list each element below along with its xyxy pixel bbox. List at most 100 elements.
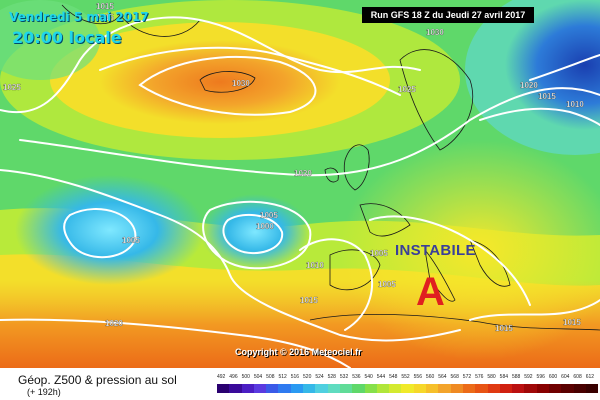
isobar-1000 xyxy=(222,213,284,255)
color-scale-swatch xyxy=(278,384,291,393)
color-scale-bar xyxy=(217,384,599,393)
color-scale-swatch xyxy=(549,384,562,393)
color-scale-value: 508 xyxy=(266,374,275,380)
isobar-label: 1010 xyxy=(306,261,324,270)
north-africa-coast xyxy=(309,313,600,331)
color-scale-value: 568 xyxy=(450,374,459,380)
color-scale-swatch xyxy=(512,384,525,393)
color-scale-swatch xyxy=(585,384,599,393)
isobar-1010-ne xyxy=(529,54,600,81)
color-scale-swatch xyxy=(462,384,476,393)
isobar-1015-ne xyxy=(479,107,600,126)
instability-annotation: INSTABILE xyxy=(395,242,476,259)
color-scale-value: 528 xyxy=(327,374,336,380)
isobar-1015-se xyxy=(469,299,600,321)
color-scale-swatch xyxy=(303,384,316,393)
color-scale-value: 600 xyxy=(548,374,558,380)
isobar-label: 1025 xyxy=(3,83,21,92)
legend-title: Géop. Z500 & pression au sol xyxy=(18,373,177,387)
central-cool-low xyxy=(200,194,310,270)
color-scale-swatch xyxy=(413,384,427,393)
color-scale-swatch xyxy=(364,384,377,393)
france-coast xyxy=(359,203,411,237)
isobar-label: 1030 xyxy=(426,28,444,37)
color-scale-value: 556 xyxy=(413,374,422,380)
color-scale-value: 492 xyxy=(217,374,226,380)
iberia-coast xyxy=(329,249,381,291)
color-scale-swatch xyxy=(438,384,451,393)
isobar-label: 1005 xyxy=(260,211,278,220)
isobar-label: 1000 xyxy=(256,222,274,231)
isobar-1005-east xyxy=(369,215,531,306)
isobar-1020-south xyxy=(0,318,351,368)
isobar-1030 xyxy=(138,55,317,116)
color-scale-swatch xyxy=(426,384,439,393)
isobar-1010 xyxy=(299,238,374,331)
color-scale-value: 540 xyxy=(364,374,373,380)
isobar-label: 1015 xyxy=(96,13,114,22)
color-scale-value: 596 xyxy=(536,374,545,380)
isobar-label: 1030 xyxy=(232,79,250,88)
color-scale-value: 500 xyxy=(241,374,250,380)
color-scale-value: 572 xyxy=(462,374,472,380)
isobar-label: 1010 xyxy=(566,100,584,109)
isobar-label: 1015 xyxy=(495,324,513,333)
model-run-label: Run GFS 18 Z du Jeudi 27 avril 2017 xyxy=(362,7,534,23)
ireland-coast xyxy=(324,167,339,183)
color-scale-value: 544 xyxy=(376,374,386,380)
color-scale-value: 584 xyxy=(499,374,509,380)
color-scale-swatch xyxy=(376,384,390,393)
west-cool-low xyxy=(15,175,205,285)
color-scale-swatch xyxy=(253,384,267,393)
isobars xyxy=(0,16,600,368)
color-scale-value: 552 xyxy=(401,374,410,380)
color-scale-value: 608 xyxy=(573,374,582,380)
color-scale-value: 592 xyxy=(524,374,533,380)
color-scale-value: 524 xyxy=(315,374,324,380)
color-scale-swatch xyxy=(241,384,254,393)
color-scale-swatch xyxy=(266,384,279,393)
color-scale-swatch xyxy=(217,384,230,393)
weather-map: 1015 1015 1030 1025 1030 1025 1020 1015 … xyxy=(0,0,600,368)
britain-coast xyxy=(343,144,370,191)
color-scale-swatch xyxy=(290,384,304,393)
isobar-label: 1020 xyxy=(294,169,312,178)
balkans-coast xyxy=(469,239,511,287)
color-scale-swatch xyxy=(536,384,550,393)
isobar-1015-north xyxy=(0,16,421,114)
isobar-label: 1005 xyxy=(370,249,388,258)
isobar-labels: 1015 1015 1030 1025 1030 1025 1020 1015 … xyxy=(3,2,585,333)
coastlines xyxy=(61,4,600,331)
color-scale-value: 604 xyxy=(561,374,570,380)
color-scale-swatch xyxy=(389,384,402,393)
legend-lead-time: (+ 192h) xyxy=(27,387,61,397)
isobar-1005-central xyxy=(202,200,312,270)
color-scale-value: 516 xyxy=(290,374,300,380)
color-scale-swatch xyxy=(573,384,586,393)
color-scale-swatch xyxy=(524,384,537,393)
isobar-label: 1020 xyxy=(105,319,123,328)
isobar-1025 xyxy=(99,46,401,96)
isobar-label: 1015 xyxy=(563,318,581,327)
color-scale-value: 536 xyxy=(352,374,361,380)
color-scale-swatch xyxy=(315,384,328,393)
greenland-coast xyxy=(61,4,201,37)
isobar-label: 1015 xyxy=(96,2,114,11)
forecast-local-time: 20:00 locale xyxy=(12,28,122,47)
isobar-label: 1020 xyxy=(520,81,538,90)
isobar-1020 xyxy=(19,87,600,177)
color-scale-swatch xyxy=(327,384,340,393)
isobar-1015-west xyxy=(0,169,461,342)
color-scale-swatch xyxy=(352,384,365,393)
color-scale-swatch xyxy=(499,384,513,393)
color-scale-value: 580 xyxy=(487,374,496,380)
isobar-label: 1005 xyxy=(122,236,140,245)
color-scale-value: 520 xyxy=(303,374,312,380)
color-scale-value: 612 xyxy=(585,374,595,380)
color-scale-value: 576 xyxy=(475,374,484,380)
color-scale-swatch xyxy=(487,384,500,393)
color-scale-value: 564 xyxy=(438,374,447,380)
isobar-label: 1015 xyxy=(538,92,556,101)
ne-cold-core xyxy=(505,0,600,130)
color-scale-swatch xyxy=(450,384,463,393)
